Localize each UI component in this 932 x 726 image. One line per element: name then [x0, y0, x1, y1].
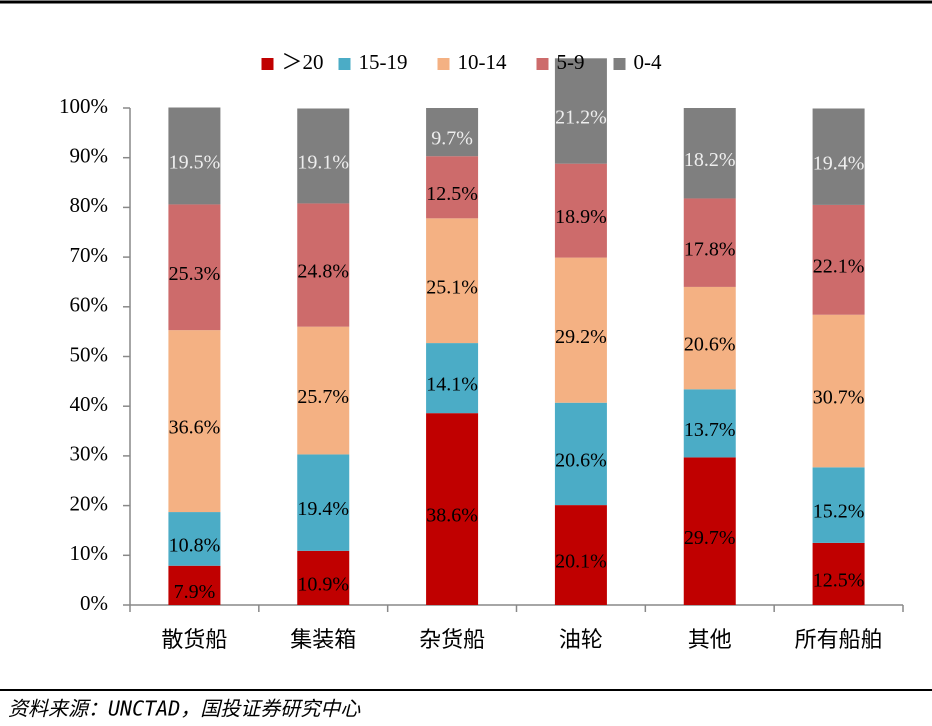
data-label: 10.8%: [169, 534, 221, 556]
bar-segment: [426, 156, 479, 219]
bar-segment: [426, 343, 479, 414]
bar-segment: [683, 457, 736, 605]
y-tick-label: 60%: [70, 293, 109, 317]
data-label: 12.5%: [813, 570, 865, 592]
data-label: 18.2%: [684, 149, 736, 171]
bar-segment: [683, 389, 736, 458]
bar-segment: [426, 413, 479, 605]
bar-segment: [168, 565, 221, 605]
data-label: 29.7%: [684, 527, 736, 549]
data-label: 18.9%: [555, 206, 607, 228]
bar-segment: [683, 286, 736, 390]
data-label: 19.4%: [297, 498, 349, 520]
data-label: 20.6%: [684, 334, 736, 356]
y-tick-label: 10%: [70, 541, 109, 565]
bar-segment: [297, 550, 350, 605]
data-label: 9.7%: [431, 128, 473, 150]
y-tick-label: 90%: [70, 144, 109, 168]
x-tick-label: 其他: [688, 627, 732, 652]
bar-segment: [426, 218, 479, 344]
y-tick-label: 0%: [80, 591, 108, 615]
data-label: 7.9%: [174, 581, 216, 603]
y-tick-label: 20%: [70, 491, 109, 515]
bar-segment: [554, 163, 607, 258]
data-label: 25.1%: [426, 276, 478, 298]
bar-segment: [168, 107, 221, 205]
legend-swatch: [536, 58, 549, 70]
data-label: 14.1%: [426, 374, 478, 396]
data-label: 30.7%: [813, 387, 865, 409]
bar-segment: [683, 108, 736, 199]
legend-label: 0-4: [634, 50, 662, 74]
data-label: 17.8%: [684, 238, 736, 260]
y-tick-label: 30%: [70, 442, 109, 466]
y-tick-label: 40%: [70, 392, 109, 416]
data-label: 20.6%: [555, 450, 607, 472]
data-label: 24.8%: [297, 261, 349, 283]
x-tick-label: 集装箱: [290, 627, 356, 652]
legend-swatch: [437, 58, 450, 70]
y-tick-label: 80%: [70, 193, 109, 217]
data-label: 20.1%: [555, 551, 607, 573]
x-tick-label: 油轮: [559, 627, 603, 652]
bar-segment: [812, 204, 865, 315]
bar-segment: [812, 314, 865, 468]
legend-swatch: [338, 58, 351, 70]
bar-segment: [297, 454, 350, 551]
bar-segment: [683, 198, 736, 287]
legend-swatch: [261, 58, 274, 70]
data-label: 13.7%: [684, 419, 736, 441]
y-tick-label: 100%: [59, 94, 108, 118]
data-label: 38.6%: [426, 505, 478, 527]
bar-segment: [554, 58, 607, 164]
data-label: 15.2%: [813, 501, 865, 523]
data-label: 19.5%: [169, 152, 221, 174]
bar-segment: [168, 330, 221, 513]
data-label: 21.2%: [555, 107, 607, 129]
data-label: 10.9%: [297, 574, 349, 596]
bar-segment: [426, 108, 479, 157]
bar-segment: [812, 108, 865, 205]
bar-segment: [168, 204, 221, 331]
bar-segment: [297, 203, 350, 327]
data-label: 12.5%: [426, 183, 478, 205]
x-tick-label: 杂货船: [419, 627, 485, 652]
data-label: 36.6%: [169, 417, 221, 439]
bar-segment: [554, 402, 607, 506]
legend-swatch: [613, 58, 626, 70]
legend-label: ＞20: [282, 50, 324, 74]
bar-segment: [812, 467, 865, 543]
y-tick-label: 50%: [70, 342, 109, 366]
legend-label: 5-9: [557, 50, 585, 74]
bar-segment: [554, 257, 607, 403]
x-tick-label: 散货船: [161, 627, 227, 652]
data-label: 25.7%: [297, 386, 349, 408]
y-tick-label: 70%: [70, 243, 109, 267]
bar-segment: [554, 505, 607, 605]
data-label: 19.4%: [813, 152, 865, 174]
data-label: 22.1%: [813, 255, 865, 277]
bar-segment: [297, 108, 350, 204]
legend-label: 10-14: [458, 50, 507, 74]
bar-segment: [168, 512, 221, 566]
bar-segment: [297, 326, 350, 455]
legend-label: 15-19: [359, 50, 408, 74]
source: 资料来源：UNCTAD，国投证券研究中心: [8, 697, 361, 721]
x-tick-label: 所有船舶: [795, 627, 883, 652]
data-label: 29.2%: [555, 326, 607, 348]
data-label: 25.3%: [169, 263, 221, 285]
data-label: 19.1%: [297, 152, 349, 174]
bar-segment: [812, 542, 865, 605]
